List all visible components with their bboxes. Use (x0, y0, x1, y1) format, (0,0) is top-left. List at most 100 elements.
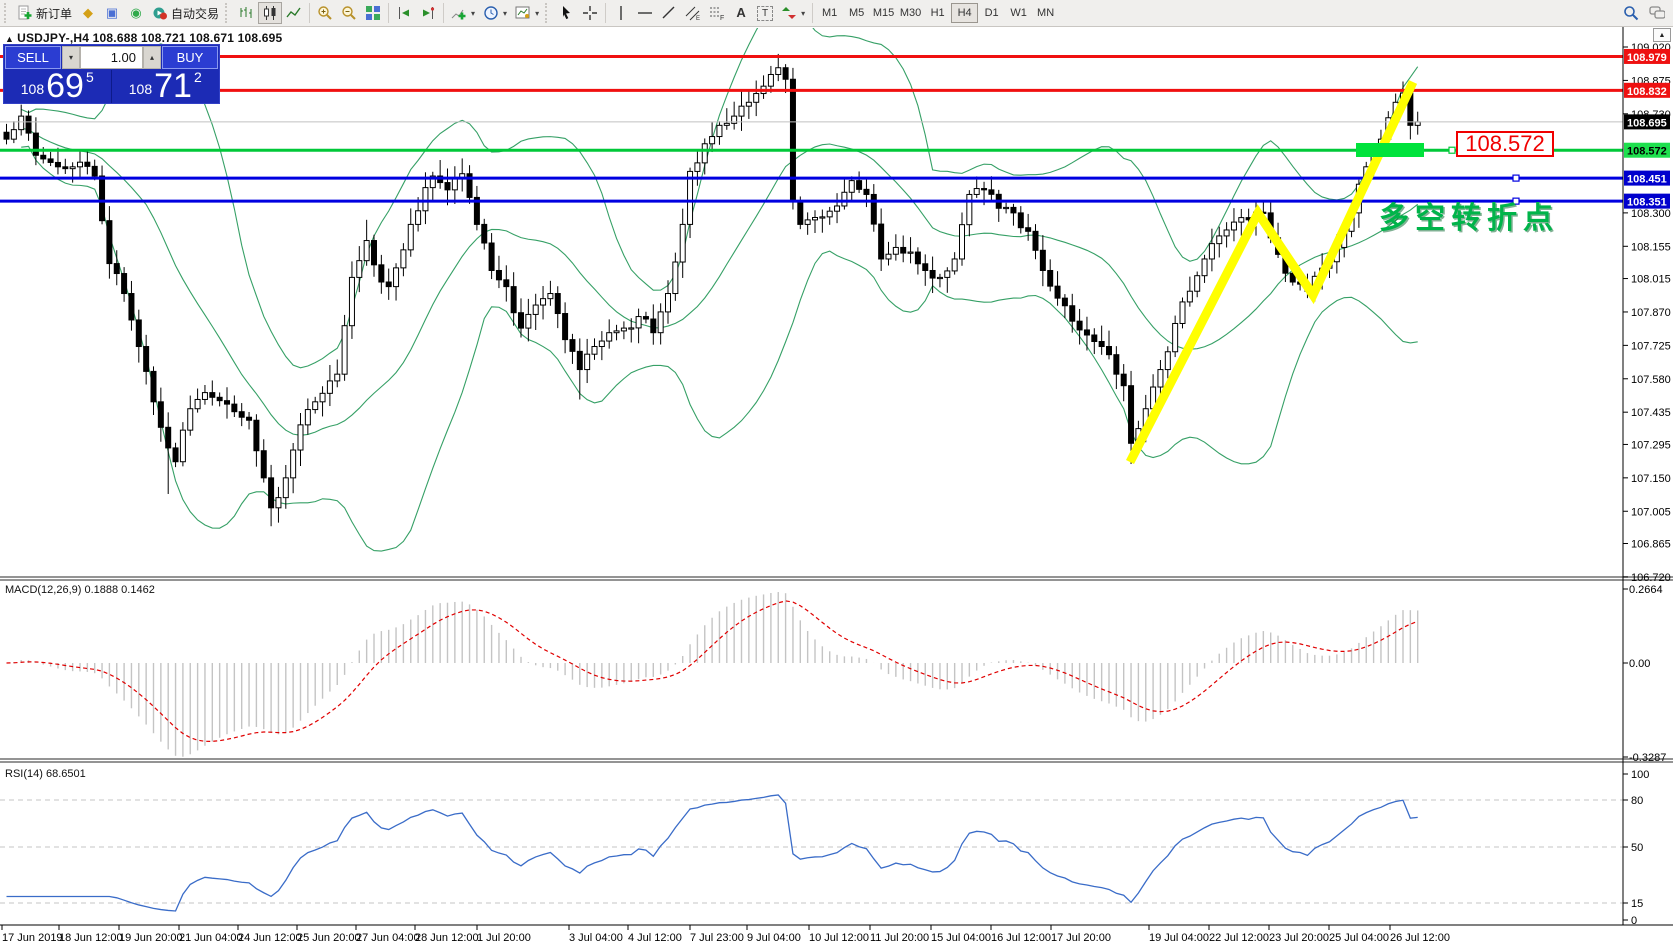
candle-body (194, 398, 201, 410)
candle-body (870, 193, 877, 225)
new-order-button[interactable]: 新订单 (13, 2, 76, 24)
candlestick-chart-button[interactable] (258, 2, 283, 24)
candle-body (106, 220, 113, 265)
line-chart-icon (286, 5, 302, 21)
cursor-button[interactable] (554, 2, 578, 24)
line-handle[interactable] (1448, 146, 1456, 154)
timeframe-button-m15[interactable]: M15 (872, 7, 895, 19)
timeframe-button-m1[interactable]: M1 (821, 7, 838, 19)
svg-text:F: F (720, 15, 724, 21)
candle-body (69, 166, 76, 170)
candle-body (143, 346, 150, 372)
time-axis-label: 28 Jun 12:00 (415, 932, 479, 944)
metaeditor-button[interactable]: ◆ (76, 2, 100, 24)
fibonacci-button[interactable]: F (705, 2, 729, 24)
zoom-out-button[interactable] (337, 2, 361, 24)
price-axis[interactable]: 109.020108.875108.730108.300108.155108.0… (1622, 27, 1671, 927)
buy-price[interactable]: 108 71 2 (112, 69, 220, 103)
chevron-down-icon[interactable]: ▾ (801, 8, 806, 18)
candle-body (260, 450, 267, 479)
bar-chart-icon (238, 5, 254, 21)
buy-price-sup: 2 (193, 69, 202, 85)
timeframe-button-m30[interactable]: M30 (899, 7, 922, 19)
line-chart-button[interactable] (282, 2, 306, 24)
candle-body (268, 477, 275, 509)
chart-canvas[interactable]: 109.020108.875108.730108.300108.155108.0… (0, 27, 1673, 946)
candle-body (518, 312, 524, 329)
candle-body (1120, 373, 1127, 387)
volume-decrease-button[interactable]: ▾ (62, 46, 80, 69)
toolbar-separator (443, 3, 445, 23)
horizontal-line-button[interactable] (633, 2, 657, 24)
candle-body (341, 325, 348, 375)
candle-body (393, 267, 400, 288)
candle-body (1106, 346, 1112, 356)
collapse-arrow-icon[interactable]: ▲ (5, 34, 15, 44)
timeframe-button-mn[interactable]: MN (1037, 7, 1055, 19)
periods-button[interactable]: ▾ (479, 2, 511, 24)
candle-body (613, 330, 620, 334)
sell-price[interactable]: 108 69 5 (4, 69, 112, 103)
timeframe-button-d1[interactable]: D1 (984, 7, 999, 19)
chevron-down-icon[interactable]: ▾ (503, 8, 508, 18)
toolbar-separator (388, 3, 390, 23)
timeframe-button-w1[interactable]: W1 (1010, 7, 1027, 19)
search-icon[interactable] (1623, 5, 1639, 21)
text-button[interactable]: A (729, 2, 753, 24)
templates-button[interactable]: ▾ (511, 2, 543, 24)
green-highlight-band[interactable] (1356, 143, 1424, 157)
candle-body (701, 143, 708, 164)
price-tick-label: 106.865 (1631, 539, 1671, 551)
rsi-tick-label: 50 (1631, 842, 1643, 854)
price-callout-label[interactable]: 108.572 (1456, 131, 1554, 157)
turning-point-annotation[interactable]: 多空转折点 (1379, 202, 1559, 235)
chart-shift-button[interactable] (416, 2, 440, 24)
auto-scroll-button[interactable] (392, 2, 416, 24)
price-badge (1624, 142, 1670, 158)
candle-body (326, 380, 333, 394)
volume-input[interactable]: 1.00 (80, 46, 143, 69)
candle-body (789, 78, 796, 202)
chevron-down-icon[interactable]: ▾ (471, 8, 476, 18)
arrows-button[interactable]: ▾ (777, 2, 809, 24)
autotrading-label: 自动交易 (171, 6, 220, 21)
bar-chart-button[interactable] (234, 2, 258, 24)
scroll-up-button[interactable]: ▲ (1653, 28, 1671, 42)
signals-button[interactable]: ◉ (124, 2, 148, 24)
candle-body (606, 332, 613, 342)
equidistant-channel-icon: E (685, 5, 701, 21)
crosshair-icon (582, 5, 598, 21)
candle-body (25, 115, 32, 134)
candle-body (856, 180, 863, 190)
volume-increase-button[interactable]: ▴ (143, 46, 161, 69)
timeframe-button-h4[interactable]: H4 (951, 3, 979, 23)
sell-button[interactable]: SELL (5, 46, 61, 69)
crosshair-button[interactable] (578, 2, 602, 24)
candle-body (10, 129, 17, 140)
chevron-down-icon[interactable]: ▾ (535, 8, 540, 18)
candle-body (1194, 275, 1201, 292)
data-window-button[interactable]: ▣ (100, 2, 124, 24)
timeframe-button-m5[interactable]: M5 (848, 7, 865, 19)
tile-windows-button[interactable] (361, 2, 385, 24)
channel-button[interactable]: E (681, 2, 705, 24)
indicators-button[interactable]: ▾ (447, 2, 479, 24)
line-handle[interactable] (1512, 174, 1520, 182)
candle-body (775, 67, 782, 75)
candle-body (165, 426, 172, 449)
vertical-line-button[interactable] (609, 2, 633, 24)
price-badge (1624, 48, 1670, 64)
candle-body (246, 416, 253, 421)
autotrading-button[interactable]: 自动交易 (148, 2, 223, 24)
buy-button[interactable]: BUY (162, 46, 218, 69)
yellow-zigzag-arrow[interactable] (1125, 80, 1418, 465)
timeframe-button-h1[interactable]: H1 (930, 7, 945, 19)
zoom-in-button[interactable] (313, 2, 337, 24)
chart-shift-icon (420, 5, 436, 21)
line-handle[interactable] (1512, 197, 1520, 205)
candle-body (451, 177, 458, 191)
trendline-button[interactable] (657, 2, 681, 24)
text-label-button[interactable]: T (753, 2, 777, 24)
chat-icon[interactable] (1649, 5, 1665, 21)
